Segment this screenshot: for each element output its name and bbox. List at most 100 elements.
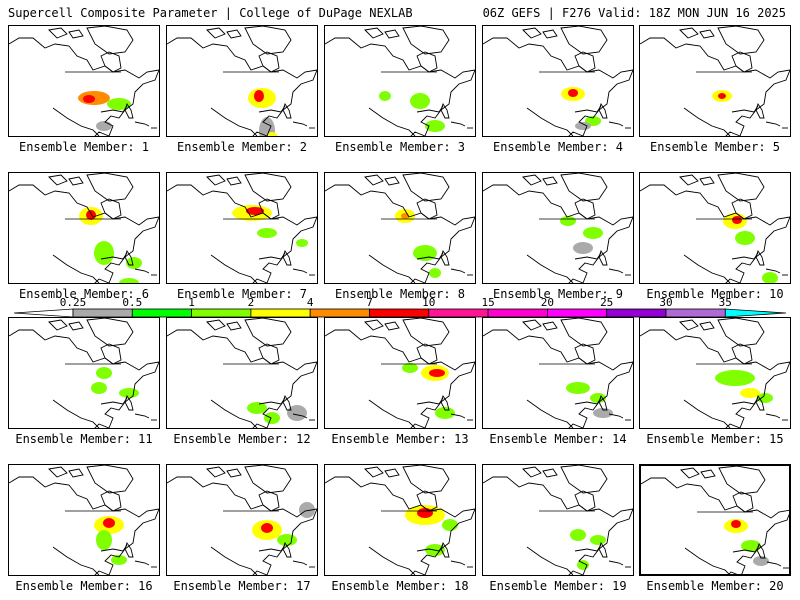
ensemble-member-panel[interactable]	[482, 317, 634, 429]
scp-shaded-region	[296, 239, 308, 247]
coastline	[258, 105, 286, 113]
scp-shaded-region	[266, 132, 278, 136]
scp-shaded-region	[718, 93, 726, 99]
coastline	[755, 249, 765, 266]
coastline	[86, 465, 134, 494]
ensemble-member-map	[9, 318, 159, 428]
coastline	[699, 321, 715, 331]
coastline	[416, 544, 444, 552]
ensemble-member-panel[interactable]	[166, 25, 318, 137]
coastline	[731, 51, 753, 73]
coastline	[52, 546, 100, 575]
coastline	[244, 173, 292, 202]
colorbar-segment	[309, 308, 370, 318]
coastline	[210, 399, 258, 428]
coastline	[48, 319, 68, 331]
colorbar-tick-label: 30	[659, 296, 673, 309]
coastline	[574, 51, 596, 73]
coastline	[100, 198, 122, 220]
coastline	[608, 560, 624, 566]
scp-shaded-region	[741, 540, 761, 552]
coastline	[526, 107, 574, 136]
ensemble-member-panel[interactable]	[8, 25, 160, 137]
coastline	[765, 413, 781, 419]
scp-shaded-region	[573, 242, 593, 254]
ensemble-member-map	[325, 318, 475, 428]
coastline	[68, 321, 84, 331]
ensemble-member-panel[interactable]	[166, 172, 318, 284]
ensemble-member-panel[interactable]	[639, 464, 791, 576]
ensemble-member-label: Ensemble Member: 11	[15, 432, 153, 446]
ensemble-member-panel[interactable]	[8, 464, 160, 576]
coastline	[574, 397, 602, 405]
ensemble-member-panel[interactable]	[166, 464, 318, 576]
ensemble-member-panel[interactable]	[639, 172, 791, 284]
scp-shaded-region	[753, 556, 769, 566]
coastline	[699, 29, 715, 39]
scp-shaded-region	[401, 213, 409, 219]
coastline	[226, 321, 242, 331]
ensemble-member-panel[interactable]	[324, 25, 476, 137]
coastline	[731, 105, 759, 113]
coastline	[416, 198, 438, 220]
coastline	[100, 490, 122, 512]
coastline	[86, 26, 134, 55]
coastline	[574, 252, 602, 260]
coastline	[258, 198, 280, 220]
ensemble-member-panel[interactable]	[166, 317, 318, 429]
ensemble-member-label: Ensemble Member: 13	[331, 432, 469, 446]
colorbar-segment	[665, 308, 726, 318]
colorbar-tick-label: 25	[600, 296, 614, 309]
coastline	[640, 329, 790, 428]
ensemble-member-panel[interactable]	[482, 25, 634, 137]
ensemble-member-label: Ensemble Member: 5	[649, 140, 781, 154]
scp-shaded-region	[560, 216, 576, 226]
coastline	[100, 105, 128, 113]
ensemble-member-panel[interactable]	[324, 317, 476, 429]
coastline	[124, 541, 134, 558]
ensemble-member-panel[interactable]	[8, 172, 160, 284]
ensemble-member-map	[167, 26, 317, 136]
coastline	[700, 469, 716, 479]
coastline	[731, 198, 753, 220]
scp-shaded-region	[731, 520, 741, 528]
colorbar-tick-label: 20	[540, 296, 555, 309]
coastline	[542, 176, 558, 186]
coastline	[226, 176, 242, 186]
ensemble-member-panel[interactable]	[8, 317, 160, 429]
coastline	[679, 27, 699, 39]
coastline	[416, 343, 438, 365]
coastline	[526, 546, 574, 575]
coastline	[368, 399, 416, 428]
coastline	[731, 397, 759, 405]
coastline	[542, 321, 558, 331]
colorbar-segment	[131, 308, 193, 318]
scp-shaded-region	[568, 89, 578, 97]
ensemble-member-panel[interactable]	[482, 172, 634, 284]
ensemble-member-panel[interactable]	[639, 317, 791, 429]
coastline	[292, 121, 308, 127]
coastline	[258, 252, 286, 260]
coastline	[679, 319, 699, 331]
coastline	[364, 174, 384, 186]
coastline	[542, 468, 558, 478]
ensemble-member-map	[483, 465, 633, 575]
ensemble-member-panel[interactable]	[482, 464, 634, 576]
coastline	[683, 399, 731, 428]
coastline	[450, 560, 466, 566]
ensemble-member-map	[325, 173, 475, 283]
coastline	[416, 51, 438, 73]
scp-shaded-region	[429, 369, 445, 377]
coastline	[450, 121, 466, 127]
scp-shaded-region	[570, 529, 586, 541]
ensemble-member-panel[interactable]	[324, 464, 476, 576]
coastline	[258, 490, 280, 512]
coastline	[48, 27, 68, 39]
colorbar-tick-label: 0.5	[122, 296, 143, 309]
ensemble-member-label: Ensemble Member: 6	[18, 287, 150, 301]
coastline	[384, 468, 400, 478]
coastline	[402, 465, 450, 494]
ensemble-member-panel[interactable]	[324, 172, 476, 284]
ensemble-member-panel[interactable]	[639, 25, 791, 137]
scp-shaded-region	[247, 402, 267, 414]
